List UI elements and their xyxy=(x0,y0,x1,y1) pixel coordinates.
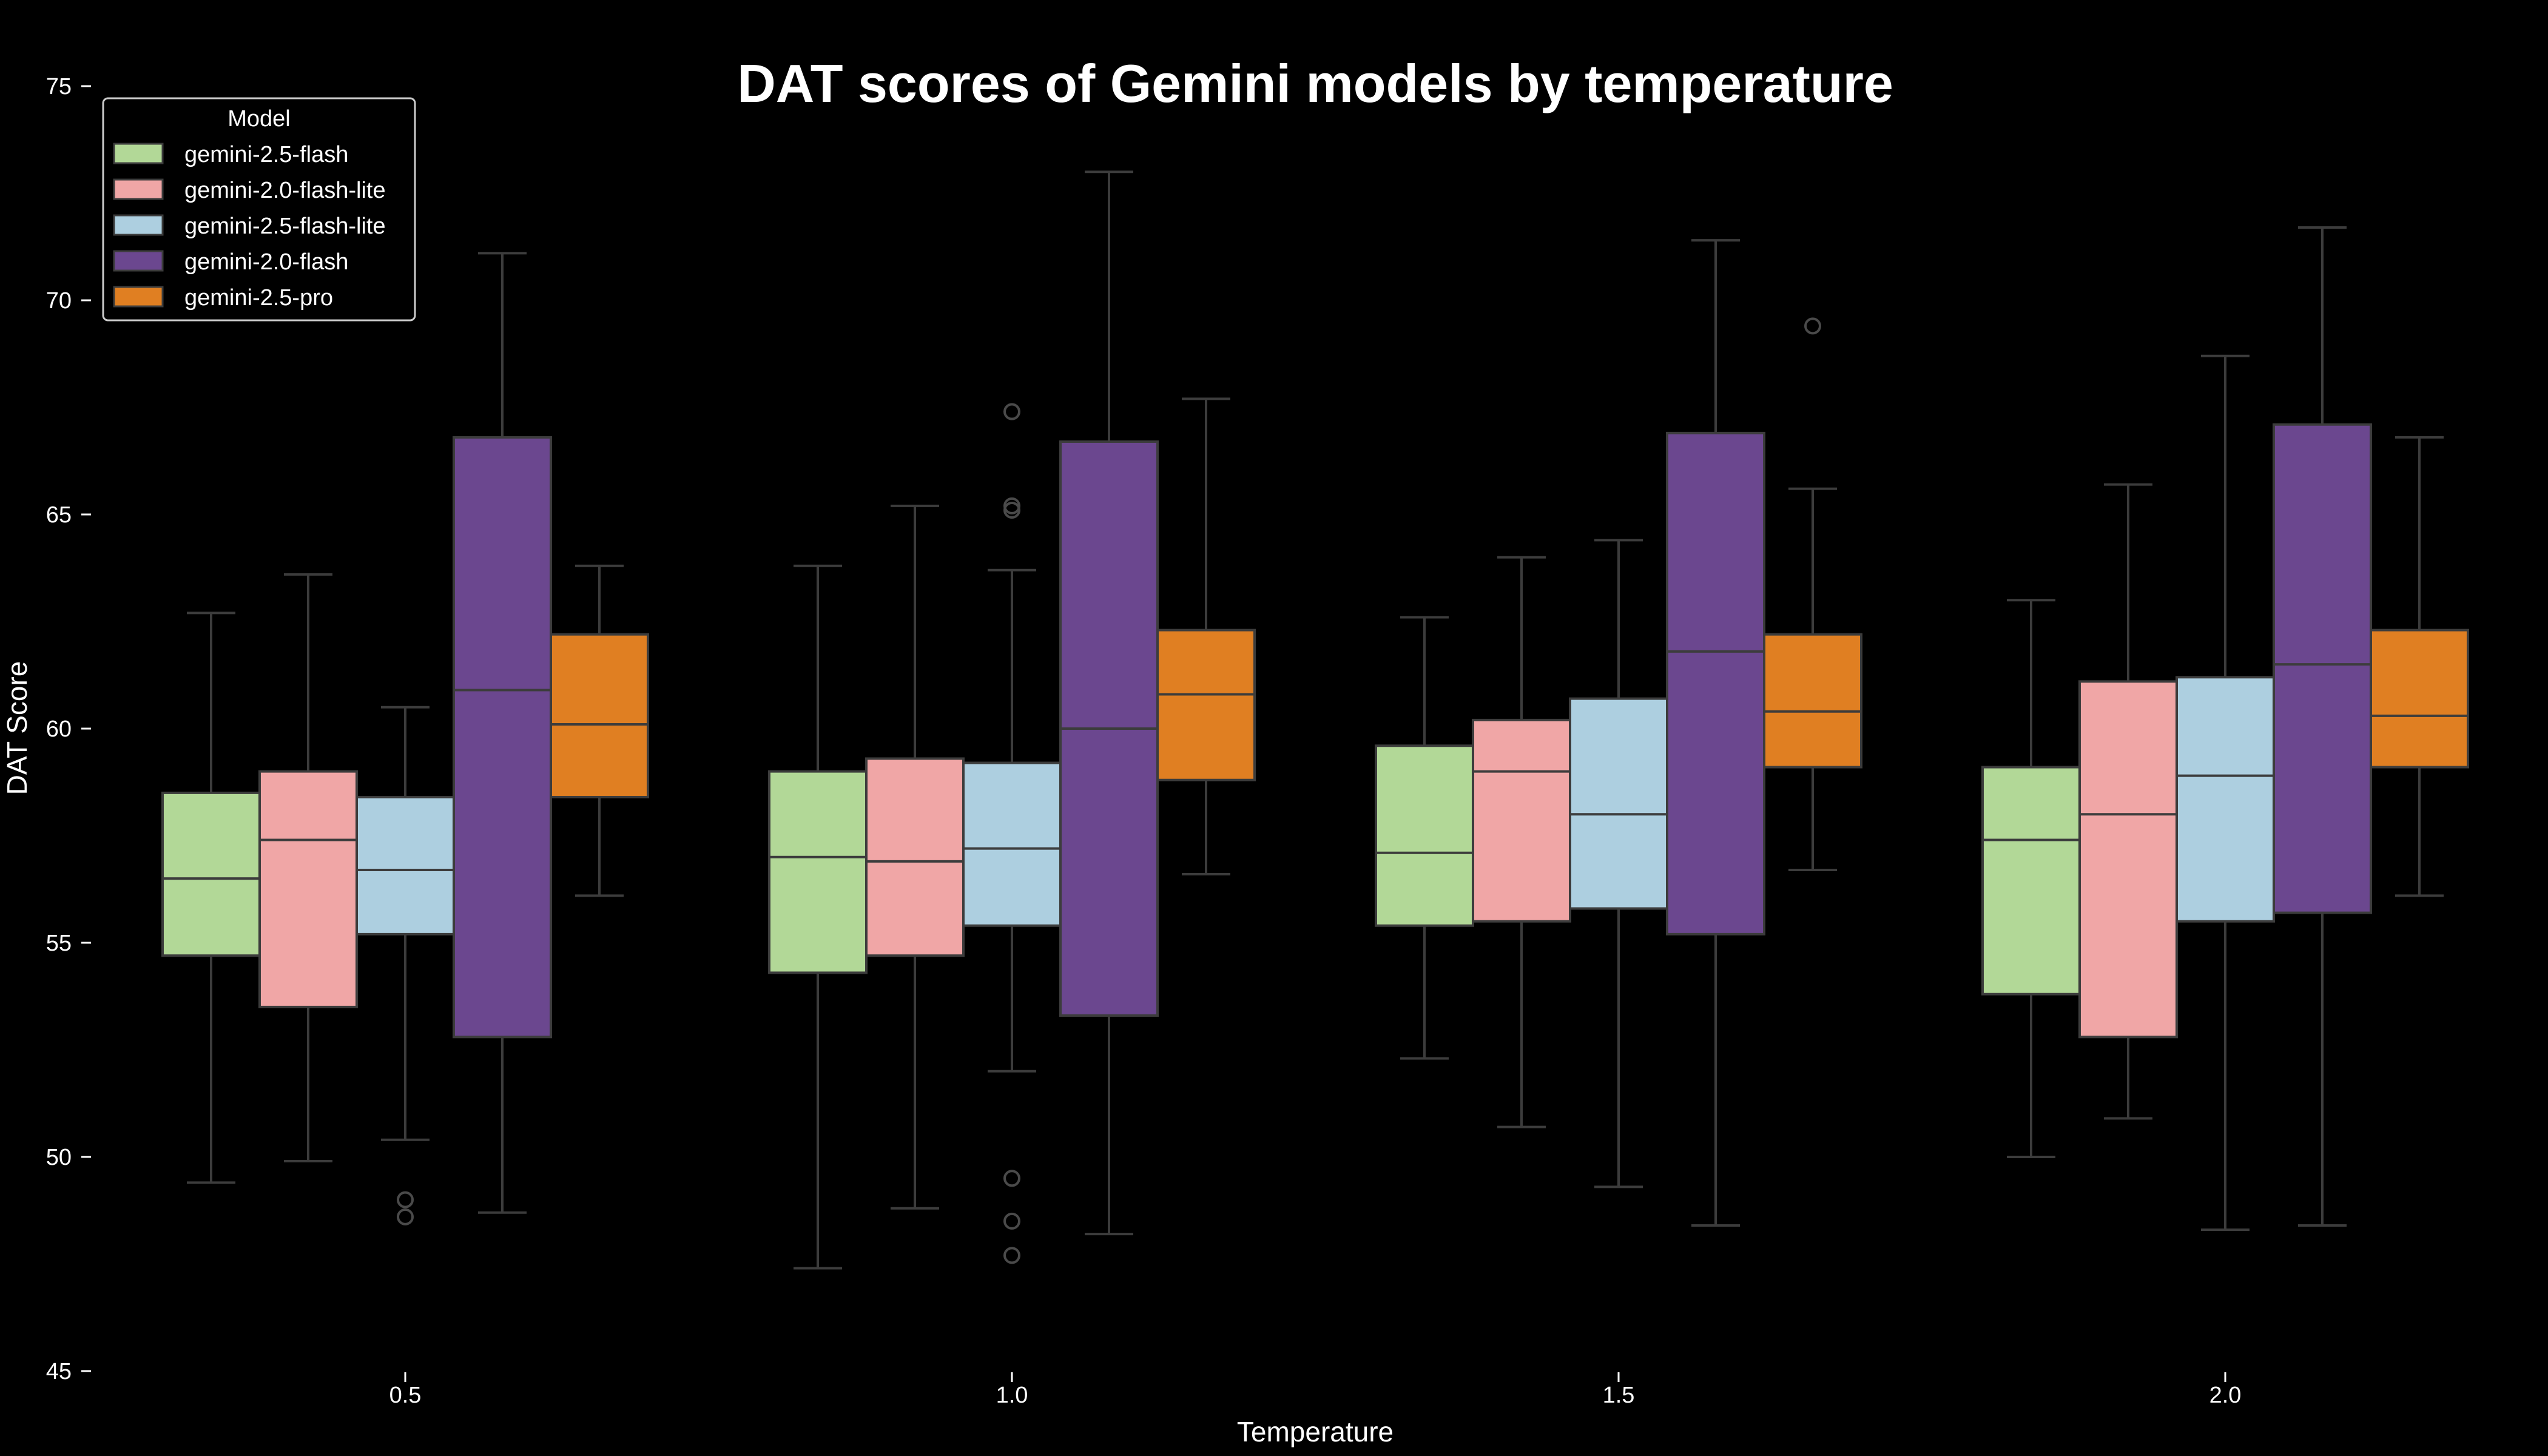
box-iqr xyxy=(865,757,965,957)
x-tick-label: 0.5 xyxy=(389,1383,422,1408)
box-gemini-2.0-flash-lite-1.5 xyxy=(1472,556,1571,1128)
y-tick-label: 45 xyxy=(46,1359,72,1384)
legend-label: gemini-2.0-flash-lite xyxy=(184,178,386,203)
box-gemini-2.5-flash-lite-1.0 xyxy=(962,403,1062,1264)
box-iqr xyxy=(1569,697,1668,910)
legend-swatch xyxy=(113,143,164,164)
outlier-point xyxy=(1003,501,1020,519)
legend-title: Model xyxy=(228,106,291,132)
box-iqr xyxy=(1156,629,1256,781)
legend-swatch xyxy=(113,214,164,236)
outlier-point xyxy=(397,1208,414,1225)
box-iqr xyxy=(1666,431,1765,935)
y-tick-label: 70 xyxy=(46,288,72,314)
box-iqr xyxy=(550,633,649,798)
outlier-point xyxy=(1003,1247,1020,1264)
box-iqr xyxy=(453,436,552,1039)
x-axis-label: Temperature xyxy=(1237,1416,1394,1448)
legend-label: gemini-2.5-flash xyxy=(184,142,348,167)
outlier-point xyxy=(1003,1212,1020,1230)
legend-label: gemini-2.5-flash-lite xyxy=(184,214,386,239)
y-tick-label: 50 xyxy=(46,1145,72,1170)
box-iqr xyxy=(1763,633,1862,769)
legend-swatch xyxy=(113,250,164,272)
box-iqr xyxy=(1472,718,1571,923)
y-axis-label: DAT Score xyxy=(1,661,33,795)
box-gemini-2.5-flash-lite-2.0 xyxy=(2176,354,2275,1232)
outlier-point xyxy=(397,1191,414,1208)
box-iqr xyxy=(962,761,1062,927)
box-gemini-2.0-flash-lite-2.0 xyxy=(2078,483,2178,1120)
y-tick-label: 65 xyxy=(46,502,72,528)
legend: Model gemini-2.5-flash gemini-2.0-flash-l… xyxy=(102,97,416,322)
box-iqr xyxy=(2078,680,2178,1039)
y-tick-label: 75 xyxy=(46,74,72,99)
box-gemini-2.5-flash-0.5 xyxy=(161,612,261,1184)
plot-area xyxy=(161,170,2469,1270)
box-gemini-2.0-flash-0.5 xyxy=(453,252,552,1214)
legend-swatch xyxy=(113,178,164,200)
y-tick-label: 60 xyxy=(46,716,72,742)
box-iqr xyxy=(1981,766,2081,996)
box-iqr xyxy=(2370,629,2469,769)
y-axis: 45 50 55 60 65 70 75 xyxy=(46,74,91,1384)
legend-items: gemini-2.5-flash gemini-2.0-flash-lite gem… xyxy=(113,142,386,311)
legend-label: gemini-2.5-pro xyxy=(184,285,333,311)
box-iqr xyxy=(2273,423,2372,914)
box-iqr xyxy=(356,795,455,935)
outlier-point xyxy=(1003,403,1020,420)
box-gemini-2.5-flash-2.0 xyxy=(1981,599,2081,1158)
box-gemini-2.0-flash-lite-1.0 xyxy=(865,504,965,1210)
box-gemini-2.5-flash-1.0 xyxy=(768,564,868,1270)
outlier-point xyxy=(1804,317,1821,335)
box-iqr xyxy=(1375,744,1474,927)
x-axis: 0.5 1.0 1.5 2.0 xyxy=(389,1372,2242,1408)
y-tick-label: 55 xyxy=(46,931,72,956)
legend-label: gemini-2.0-flash xyxy=(184,249,348,275)
x-tick-label: 1.5 xyxy=(1603,1383,1635,1408)
x-tick-label: 2.0 xyxy=(2209,1383,2242,1408)
box-iqr xyxy=(2176,676,2275,923)
box-iqr xyxy=(768,770,868,974)
legend-frame xyxy=(102,97,416,322)
legend-swatch xyxy=(113,286,164,308)
box-gemini-2.5-pro-0.5 xyxy=(550,564,649,897)
box-gemini-2.5-pro-2.0 xyxy=(2370,436,2469,897)
chart-title: DAT scores of Gemini models by temperatu… xyxy=(737,53,1893,113)
box-gemini-2.5-pro-1.5 xyxy=(1763,317,1862,871)
box-iqr xyxy=(161,791,261,957)
box-iqr xyxy=(258,770,358,1008)
outlier-point xyxy=(1003,1170,1020,1187)
box-gemini-2.5-pro-1.0 xyxy=(1156,397,1256,876)
x-tick-label: 1.0 xyxy=(996,1383,1028,1408)
box-gemini-2.5-flash-1.5 xyxy=(1375,616,1474,1060)
